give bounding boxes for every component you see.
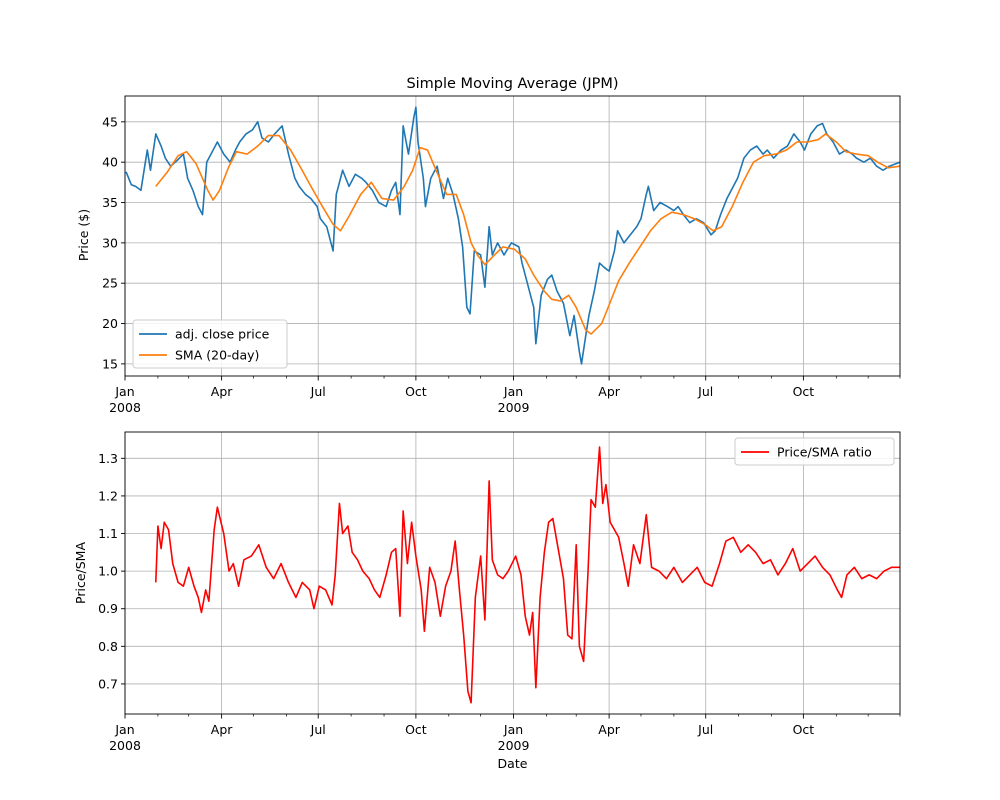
- y-tick-label: 1.2: [98, 488, 118, 503]
- x-tick-label: Oct: [405, 722, 427, 737]
- x-tick-label: Jul: [697, 384, 713, 399]
- legend: adj. close price SMA (20-day): [132, 319, 288, 369]
- y-tick-label: 40: [102, 155, 118, 170]
- x-tick-label: Apr: [598, 722, 620, 737]
- x-tick-label: Apr: [211, 722, 233, 737]
- x-tick-year-label: 2008: [109, 738, 141, 753]
- x-tick-label: Jan: [114, 384, 134, 399]
- x-tick-label: Oct: [793, 722, 815, 737]
- y-tick-label: 0.7: [98, 676, 118, 691]
- legend: Price/SMA ratio: [734, 437, 895, 466]
- ratio-y-axis-label: Price/SMA: [73, 542, 88, 604]
- x-tick-year-label: 2009: [498, 738, 530, 753]
- y-tick-label: 30: [102, 235, 118, 250]
- ratio-panel: Price/SMA Date 0.70.80.91.01.11.21.3Jan2…: [73, 431, 901, 771]
- y-tick-label: 1.0: [98, 564, 118, 579]
- legend-box: [734, 437, 895, 466]
- y-tick-label: 45: [102, 114, 118, 129]
- x-tick-label: Jan: [503, 722, 523, 737]
- legend-label: SMA (20-day): [175, 348, 259, 363]
- legend-label: adj. close price: [175, 327, 270, 342]
- series-line-price-sma-ratio: [154, 446, 900, 704]
- x-tick-label: Jan: [503, 384, 523, 399]
- x-tick-label: Jul: [697, 722, 713, 737]
- x-tick-year-label: 2008: [109, 400, 141, 415]
- y-tick-label: 0.8: [98, 639, 118, 654]
- price-chart-title: Simple Moving Average (JPM): [406, 76, 618, 92]
- x-tick-label: Oct: [793, 384, 815, 399]
- axes-frame: [124, 431, 901, 715]
- x-tick-label: Jul: [310, 722, 326, 737]
- x-tick-label: Jan: [114, 722, 134, 737]
- x-tick-year-label: 2009: [498, 400, 530, 415]
- legend-label: Price/SMA ratio: [777, 445, 872, 460]
- y-tick-label: 35: [102, 195, 118, 210]
- series-line-adj-close-price: [125, 106, 900, 365]
- x-tick-label: Apr: [211, 384, 233, 399]
- y-tick-label: 0.9: [98, 601, 118, 616]
- y-tick-label: 1.3: [98, 451, 118, 466]
- legend-box: [132, 319, 288, 369]
- x-tick-label: Apr: [598, 384, 620, 399]
- price-y-axis-label: Price ($): [76, 209, 91, 261]
- y-tick-label: 1.1: [98, 526, 118, 541]
- y-tick-label: 25: [102, 276, 118, 291]
- x-tick-label: Jul: [310, 384, 326, 399]
- x-tick-label: Oct: [405, 384, 427, 399]
- series-line-sma-20-day: [155, 133, 900, 335]
- price-panel: Simple Moving Average (JPM) Price ($) 15…: [76, 76, 901, 415]
- ratio-x-axis-label: Date: [498, 756, 528, 771]
- axes-frame: [124, 95, 901, 377]
- y-tick-label: 15: [102, 356, 118, 371]
- y-tick-label: 20: [102, 316, 118, 331]
